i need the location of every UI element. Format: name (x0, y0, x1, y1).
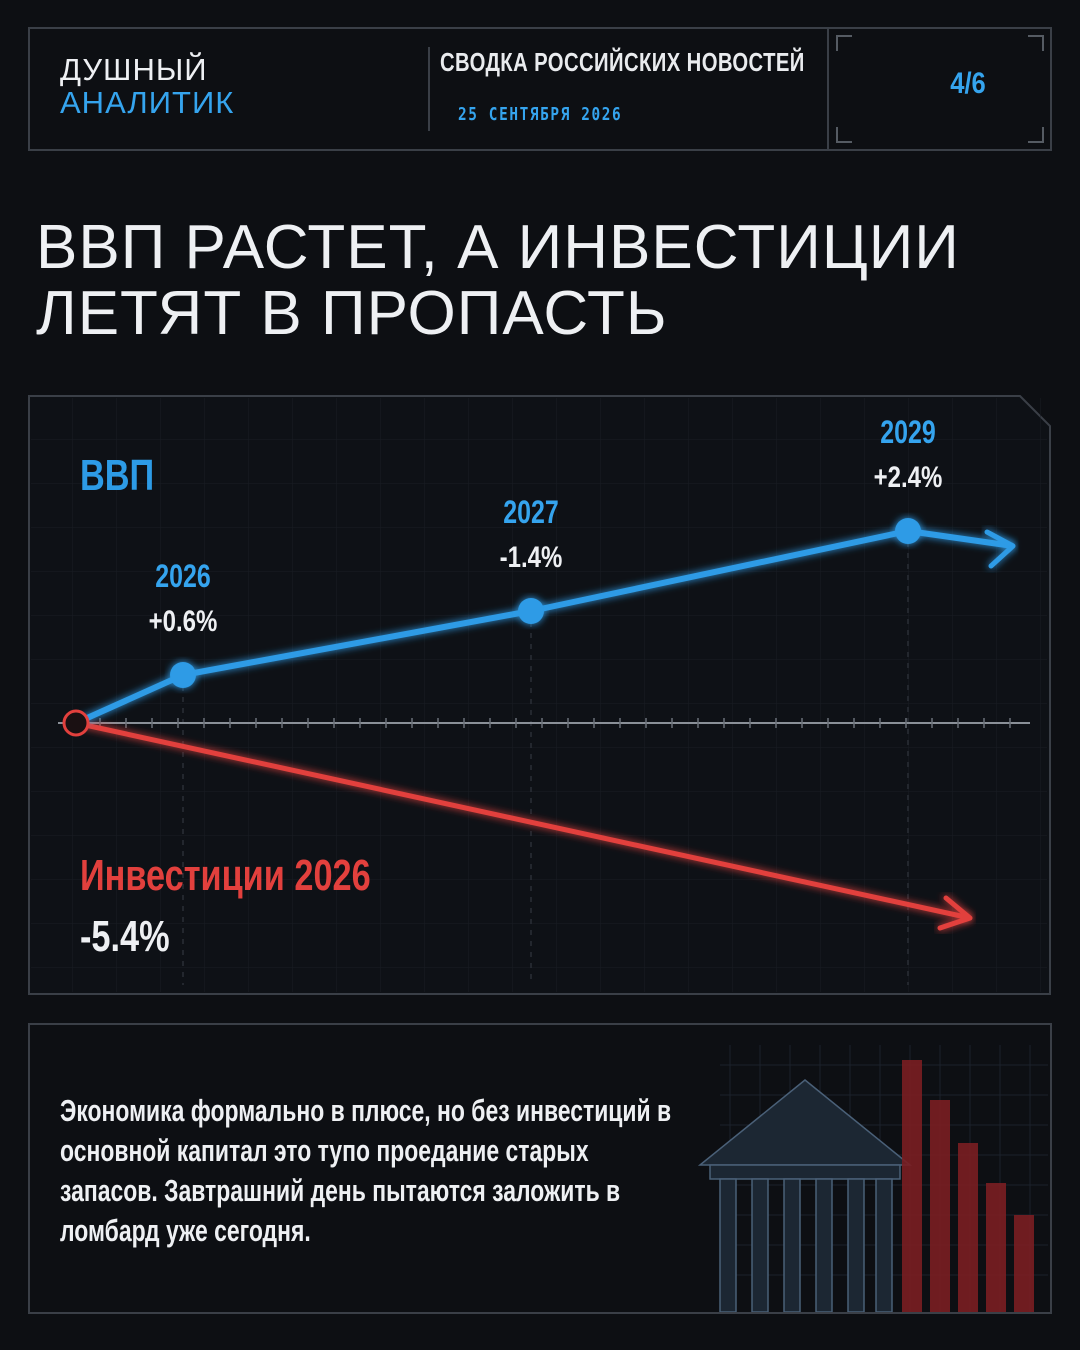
header-divider (428, 47, 430, 131)
chart-grid (31, 398, 1047, 992)
chart-svg: 2026 +0.6% 2027 -1.4% 2029 +2.4% ВВП Инвестиц… (28, 395, 1051, 995)
headline-line2: ЛЕТЯТ В ПРОПАСТЬ (36, 279, 668, 348)
chart-marks: 2026 +0.6% 2027 -1.4% 2029 +2.4% (62, 415, 1016, 931)
bar-decoration (902, 1060, 1034, 1312)
investments-line (75, 720, 971, 921)
news-title: СВОДКА РОССИЙСКИХ НОВОСТЕЙ (440, 47, 805, 77)
gdp-point-2026 (170, 662, 196, 688)
gdp-point-2027 (518, 598, 544, 624)
origin-point (62, 709, 90, 737)
bottom-panel: Экономика формально в плюсе, но без инве… (28, 1023, 1052, 1314)
headline: ВВП РАСТЕТ, А ИНВЕСТИЦИИ ЛЕТЯТ В ПРОПАСТ… (36, 215, 960, 347)
bank-building-icon (697, 1045, 1048, 1312)
news-date: 25 СЕНТЯБРЯ 2026 (458, 104, 623, 125)
x-axis (58, 718, 1030, 728)
chart-panel: 2026 +0.6% 2027 -1.4% 2029 +2.4% ВВП Инвестиц… (28, 395, 1052, 996)
corner-mark (1028, 127, 1044, 143)
headline-line1: ВВП РАСТЕТ, А ИНВЕСТИЦИИ (36, 213, 960, 282)
investments-value-label: -5.4% (80, 912, 170, 961)
bottom-text: Экономика формально в плюсе, но без инве… (60, 1093, 672, 1248)
gdp-arrow (984, 529, 1016, 569)
header-divider (827, 29, 829, 149)
legend-gdp: ВВП (80, 451, 154, 500)
gdp-point-2029 (895, 518, 921, 544)
header-panel: ДУШНЫЙ АНАЛИТИК СВОДКА РОССИЙСКИХ НОВОСТ… (28, 27, 1052, 151)
gdp-year-label: 2027 (503, 495, 559, 531)
page-number: 4/6 (950, 67, 986, 100)
gdp-value-label: +2.4% (874, 459, 943, 493)
corner-mark (836, 127, 852, 143)
legend-investments: Инвестиции 2026 (80, 851, 371, 900)
corner-mark (1028, 35, 1044, 51)
vertical-guides (182, 531, 909, 985)
brand-line2: АНАЛИТИК (60, 85, 235, 120)
brand-line1: ДУШНЫЙ (60, 52, 208, 87)
gdp-value-label: +0.6% (149, 603, 218, 637)
corner-mark (836, 35, 852, 51)
brand-logo: ДУШНЫЙ АНАЛИТИК (60, 53, 234, 119)
gdp-year-label: 2026 (155, 559, 211, 595)
gdp-value-label: -1.4% (500, 539, 563, 573)
gdp-year-label: 2029 (880, 415, 936, 451)
investments-arrow (937, 895, 973, 931)
